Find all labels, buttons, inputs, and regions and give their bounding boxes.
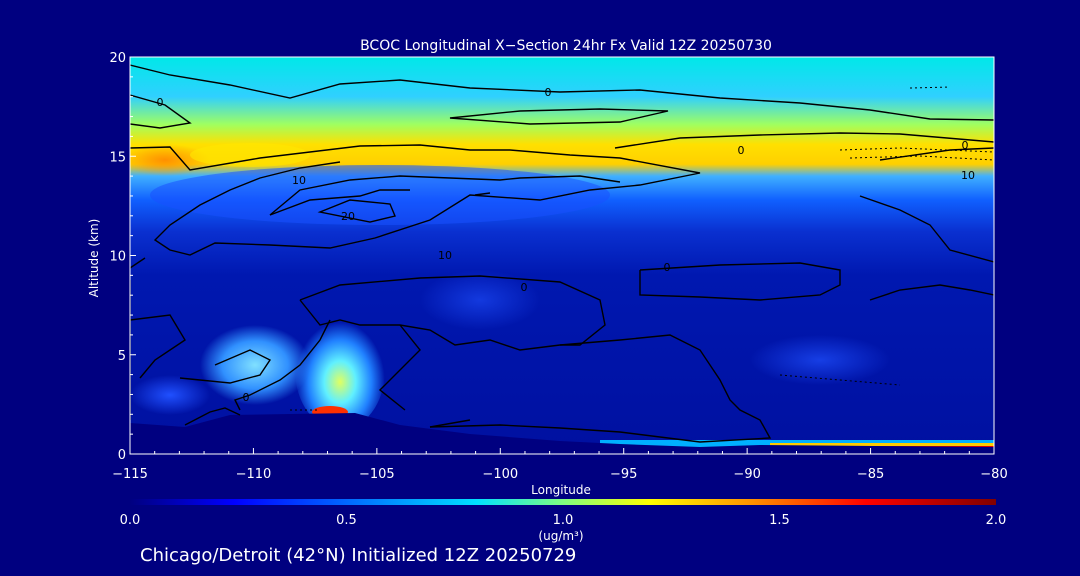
x-tick-label: −85 [857, 467, 884, 482]
contour-label: 10 [438, 249, 452, 262]
contour-label: 0 [157, 96, 164, 109]
colorbar-unit-label: (ug/m³) [538, 529, 583, 543]
colorbar-tick-label: 1.0 [553, 513, 574, 528]
colorbar-tick-label: 1.5 [769, 513, 790, 528]
x-axis: −115 −110 −105 −100 −95 −90 −85 −80 [112, 448, 1008, 482]
colorbar-tick-label: 0.0 [120, 513, 141, 528]
x-tick-label: −95 [610, 467, 637, 482]
y-tick-label: 10 [109, 250, 126, 265]
x-tick-label: −115 [112, 467, 148, 482]
y-axis: 0 5 10 15 20 [109, 51, 136, 463]
chart-title: BCOC Longitudinal X−Section 24hr Fx Vali… [360, 38, 772, 54]
colorbar-tick-label: 0.5 [336, 513, 357, 528]
y-axis-label: Altitude (km) [87, 219, 101, 298]
contour-label: 10 [961, 169, 975, 182]
colorbar [130, 499, 996, 505]
footer-caption: Chicago/Detroit (42°N) Initialized 12Z 2… [140, 545, 576, 566]
y-tick-label: 0 [118, 448, 126, 463]
contour-lines [130, 64, 994, 443]
contour-label: 20 [341, 210, 355, 223]
contour-label: 10 [292, 174, 306, 187]
contour-label: 0 [243, 391, 250, 404]
x-axis-label: Longitude [531, 483, 591, 497]
y-tick-label: 5 [118, 349, 126, 364]
x-tick-label: −80 [980, 467, 1007, 482]
contour-label: 0 [664, 261, 671, 274]
contour-label: 0 [521, 281, 528, 294]
dashed-contours [290, 86, 994, 411]
x-tick-label: −90 [733, 467, 760, 482]
y-tick-label: 15 [109, 150, 126, 165]
x-tick-label: −105 [359, 467, 395, 482]
contour-label: 0 [545, 86, 552, 99]
x-tick-label: −110 [236, 467, 272, 482]
colorbar-ticks: 0.0 0.5 1.0 1.5 2.0 [120, 513, 1007, 528]
contour-label: 0 [738, 144, 745, 157]
y-tick-label: 20 [109, 51, 126, 66]
x-tick-label: −100 [482, 467, 518, 482]
contour-label: 0 [962, 139, 969, 152]
contour-labels: 0 0 0 10 20 10 0 0 0 0 10 [157, 86, 976, 404]
colorbar-tick-label: 2.0 [986, 513, 1007, 528]
